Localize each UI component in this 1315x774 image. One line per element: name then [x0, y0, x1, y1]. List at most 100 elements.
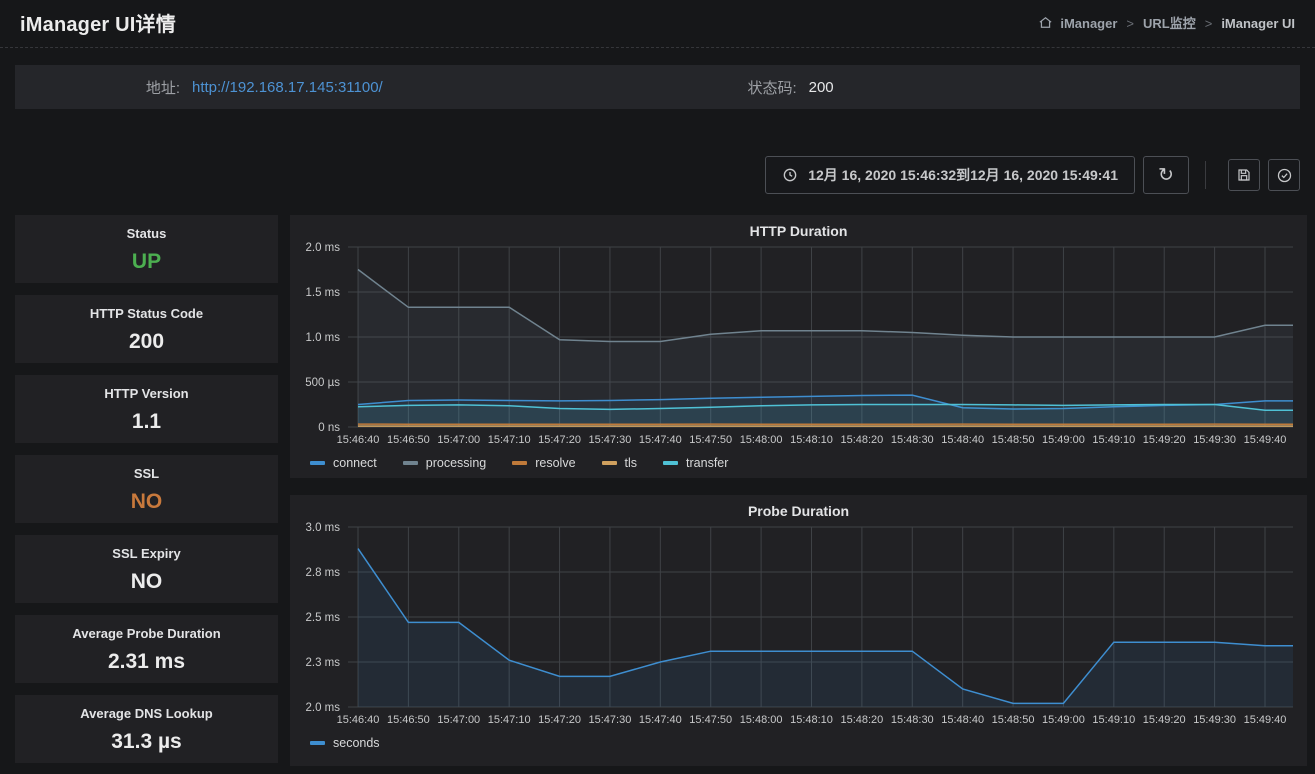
- probe-duration-panel: Probe Duration 2.0 ms 2.3 ms 2.5 ms 2.8 ms 3.…: [290, 495, 1307, 766]
- svg-text:15:49:20: 15:49:20: [1143, 434, 1186, 446]
- toolbar-divider: [1205, 161, 1206, 189]
- svg-text:15:49:40: 15:49:40: [1244, 434, 1287, 446]
- svg-text:15:46:50: 15:46:50: [387, 434, 430, 446]
- stat-panel: Status UP: [15, 215, 278, 283]
- legend-item-resolve[interactable]: resolve: [512, 456, 576, 470]
- stat-title: Status: [126, 226, 167, 241]
- confirm-button[interactable]: [1268, 159, 1300, 191]
- address-link[interactable]: http://192.168.17.145:31100/: [192, 78, 383, 96]
- http-duration-plot: 0 ns 500 µs 1.0 ms 1.5 ms 2.0 ms 15:46:40 15:4…: [305, 242, 1293, 446]
- chart-legend: seconds: [310, 736, 1301, 750]
- legend-label: resolve: [535, 456, 576, 470]
- breadcrumb-item[interactable]: URL监控: [1143, 16, 1196, 31]
- svg-text:15:46:40: 15:46:40: [337, 714, 380, 726]
- stat-title: SSL Expiry: [112, 546, 181, 561]
- svg-text:15:48:10: 15:48:10: [790, 714, 833, 726]
- stat-title: Average Probe Duration: [72, 626, 221, 641]
- chart-title: HTTP Duration: [749, 223, 848, 239]
- svg-text:15:47:40: 15:47:40: [639, 434, 682, 446]
- check-circle-icon: [1276, 167, 1293, 184]
- breadcrumb-separator: >: [1126, 16, 1134, 31]
- legend-label: transfer: [686, 456, 729, 470]
- time-range-button[interactable]: 12月 16, 2020 15:46:32到12月 16, 2020 15:49…: [765, 156, 1135, 194]
- probe-duration-plot: 2.0 ms 2.3 ms 2.5 ms 2.8 ms 3.0 ms 15:46:40 15…: [305, 522, 1293, 726]
- stat-value: 200: [128, 330, 165, 353]
- svg-text:15:47:20: 15:47:20: [538, 434, 581, 446]
- page-title: iManager UI详情: [20, 14, 176, 36]
- save-button[interactable]: [1228, 159, 1260, 191]
- legend-item-processing[interactable]: processing: [402, 456, 487, 470]
- svg-text:15:48:00: 15:48:00: [740, 434, 783, 446]
- legend-item-connect[interactable]: connect: [310, 456, 377, 470]
- status-cell: 状态码: 200: [747, 77, 833, 98]
- stat-panel: SSL NO: [15, 455, 278, 523]
- stat-value: UP: [131, 250, 162, 273]
- main-content: Status UP HTTP Status Code 200 HTTP Version 1…: [15, 215, 1307, 774]
- address-label: 地址:: [145, 79, 180, 97]
- charts-column: HTTP Duration 0 ns 500 µs 1.0 ms 1.5 ms 2.0 m…: [290, 215, 1307, 774]
- svg-text:15:49:20: 15:49:20: [1143, 714, 1186, 726]
- svg-text:15:49:00: 15:49:00: [1042, 434, 1085, 446]
- toolbar: 12月 16, 2020 15:46:32到12月 16, 2020 15:49…: [15, 155, 1300, 195]
- chart-legend: connect processing resolve tls transfer: [310, 456, 1301, 470]
- legend-item-tls[interactable]: tls: [601, 456, 638, 470]
- legend-swatch: [310, 741, 325, 745]
- svg-text:15:47:10: 15:47:10: [488, 434, 531, 446]
- svg-text:2.3 ms: 2.3 ms: [305, 657, 340, 669]
- svg-text:15:47:40: 15:47:40: [639, 714, 682, 726]
- svg-text:15:47:30: 15:47:30: [589, 434, 632, 446]
- stat-title: Average DNS Lookup: [80, 706, 213, 721]
- stat-panel: HTTP Status Code 200: [15, 295, 278, 363]
- svg-text:15:47:00: 15:47:00: [437, 434, 480, 446]
- svg-text:15:48:30: 15:48:30: [891, 714, 934, 726]
- stat-panel: SSL Expiry NO: [15, 535, 278, 603]
- legend-item-seconds[interactable]: seconds: [310, 736, 380, 750]
- svg-text:15:49:10: 15:49:10: [1092, 714, 1135, 726]
- legend-swatch: [512, 461, 528, 465]
- svg-text:15:47:50: 15:47:50: [689, 434, 732, 446]
- legend-label: processing: [425, 456, 487, 470]
- refresh-icon: ↻: [1158, 164, 1174, 186]
- svg-text:2.0 ms: 2.0 ms: [305, 702, 340, 714]
- chart-title: Probe Duration: [747, 503, 850, 519]
- refresh-button[interactable]: ↻: [1143, 156, 1189, 194]
- svg-text:15:47:10: 15:47:10: [488, 714, 531, 726]
- stat-title: HTTP Version: [104, 386, 189, 401]
- stat-panel: HTTP Version 1.1: [15, 375, 278, 443]
- page-header: iManager UI详情 iManager > URL监控 > iManager UI: [0, 0, 1315, 48]
- legend-swatch: [663, 461, 679, 465]
- legend-label: tls: [624, 456, 638, 470]
- svg-text:15:48:00: 15:48:00: [740, 714, 783, 726]
- info-bar: 地址: http://192.168.17.145:31100/ 状态码: 20…: [15, 65, 1300, 109]
- legend-swatch: [601, 461, 617, 465]
- stat-value: 31.3 µs: [111, 730, 182, 753]
- stat-value: 1.1: [131, 410, 162, 433]
- svg-text:15:47:50: 15:47:50: [689, 714, 732, 726]
- svg-text:15:48:10: 15:48:10: [790, 434, 833, 446]
- breadcrumb: iManager > URL监控 > iManager UI: [1038, 13, 1295, 32]
- svg-text:15:47:20: 15:47:20: [538, 714, 581, 726]
- stat-panel: Average Probe Duration 2.31 ms: [15, 615, 278, 683]
- status-code-value: 200: [808, 78, 834, 96]
- svg-text:2.5 ms: 2.5 ms: [305, 612, 340, 624]
- breadcrumb-items: iManager > URL监控 > iManager UI: [1060, 13, 1295, 32]
- svg-text:15:49:10: 15:49:10: [1092, 434, 1135, 446]
- legend-label: connect: [333, 456, 377, 470]
- svg-text:15:49:30: 15:49:30: [1193, 434, 1236, 446]
- stat-title: HTTP Status Code: [89, 306, 204, 321]
- breadcrumb-separator: >: [1204, 16, 1213, 31]
- svg-text:15:47:30: 15:47:30: [589, 714, 632, 726]
- clock-icon: [782, 167, 798, 183]
- legend-swatch: [402, 461, 418, 465]
- home-icon[interactable]: [1038, 15, 1053, 30]
- legend-item-transfer[interactable]: transfer: [663, 456, 728, 470]
- breadcrumb-item[interactable]: iManager UI: [1221, 16, 1295, 31]
- svg-text:1.5 ms: 1.5 ms: [305, 287, 340, 299]
- stat-value: 2.31 ms: [107, 650, 186, 673]
- svg-text:15:48:50: 15:48:50: [992, 714, 1035, 726]
- svg-text:2.8 ms: 2.8 ms: [305, 567, 340, 579]
- svg-text:15:48:20: 15:48:20: [840, 434, 883, 446]
- breadcrumb-item[interactable]: iManager: [1060, 16, 1118, 31]
- svg-text:0 ns: 0 ns: [318, 422, 340, 434]
- svg-text:15:48:30: 15:48:30: [891, 434, 934, 446]
